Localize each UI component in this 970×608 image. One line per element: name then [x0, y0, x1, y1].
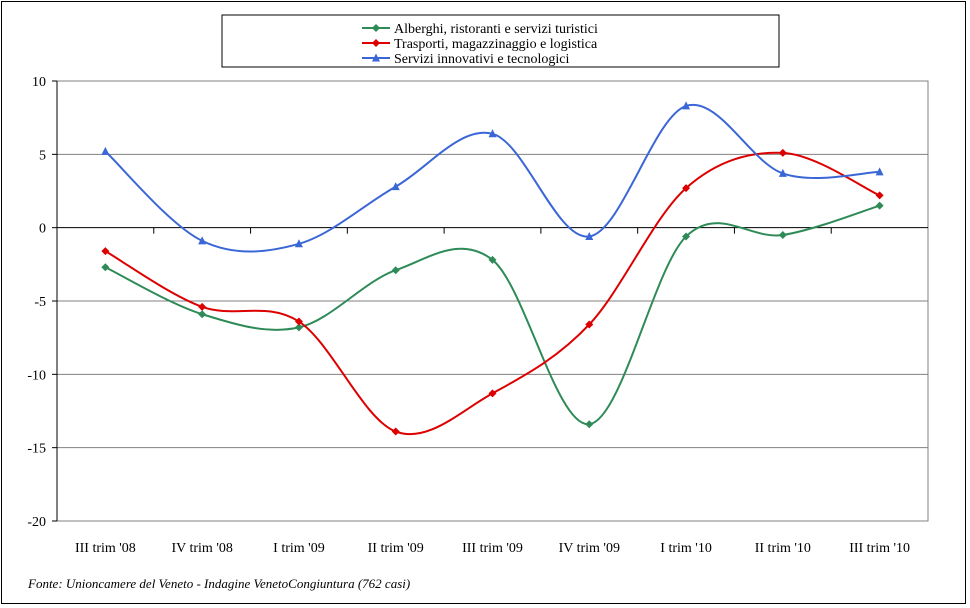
series-2 — [101, 148, 884, 436]
data-point — [101, 263, 110, 272]
data-point — [585, 320, 594, 329]
data-point — [585, 420, 594, 429]
legend-item: Trasporti, magazzinaggio e logistica — [362, 37, 598, 52]
data-point — [391, 182, 400, 191]
source-note: Fonte: Unioncamere del Veneto - Indagine… — [28, 576, 411, 591]
y-axis: 10 5 0 -5 -10 -15 -20 — [27, 75, 58, 530]
series-line — [104, 103, 880, 253]
series-3 — [101, 101, 884, 253]
legend-marker — [372, 39, 380, 47]
legend-item: Alberghi, ristoranti e servizi turistici — [362, 22, 598, 37]
x-tick-label: I trim '10 — [660, 541, 712, 556]
data-point — [294, 323, 303, 332]
x-tick-label: II trim '09 — [368, 541, 424, 556]
data-point — [101, 247, 110, 256]
data-point — [488, 389, 497, 398]
y-tick-label: -20 — [27, 515, 46, 530]
legend-label: Servizi innovativi e tecnologici — [394, 52, 569, 67]
data-point — [488, 255, 497, 264]
y-tick-label: -15 — [27, 442, 46, 457]
data-point — [391, 266, 400, 275]
y-tick-label: -5 — [34, 295, 46, 310]
data-point — [778, 148, 787, 157]
legend-box — [221, 14, 780, 68]
series-line — [104, 204, 880, 426]
series-layer — [101, 101, 884, 436]
x-tick-label: IV trim '09 — [559, 541, 620, 556]
y-tick-label: 0 — [39, 222, 46, 237]
y-tick-label: 10 — [32, 75, 46, 90]
legend-label: Trasporti, magazzinaggio e logistica — [394, 37, 598, 52]
legend-marker — [372, 24, 380, 32]
x-tick-label: II trim '10 — [755, 541, 811, 556]
y-tick-label: -10 — [27, 368, 46, 383]
x-tick-label: III trim '08 — [75, 541, 136, 556]
data-point — [198, 302, 207, 311]
data-point — [585, 231, 594, 240]
data-point — [875, 191, 884, 200]
x-tick-label: III trim '10 — [849, 541, 910, 556]
data-point — [488, 129, 497, 138]
legend-label: Alberghi, ristoranti e servizi turistici — [394, 22, 598, 37]
series-1 — [101, 201, 884, 429]
data-point — [198, 236, 207, 245]
data-point — [778, 231, 787, 239]
data-point — [198, 310, 207, 319]
x-tick-label: IV trim '08 — [171, 541, 232, 556]
x-tick-label: III trim '09 — [462, 541, 523, 556]
y-tick-label: 5 — [39, 148, 46, 163]
data-point — [875, 167, 884, 176]
data-point — [778, 168, 787, 177]
data-point — [294, 317, 303, 326]
data-point — [875, 201, 884, 210]
data-point — [391, 427, 400, 436]
legend: Alberghi, ristoranti e servizi turistici… — [221, 14, 780, 68]
x-axis — [57, 227, 928, 234]
legend-item: Servizi innovativi e tecnologici — [362, 52, 569, 67]
legend-marker — [372, 53, 380, 62]
data-point — [682, 101, 691, 110]
data-point — [294, 239, 303, 248]
data-point — [682, 184, 691, 193]
data-point — [101, 146, 110, 155]
x-tick-label: I trim '09 — [273, 541, 325, 556]
x-axis-labels: III trim '08 IV trim '08 I trim '09 II trim… — [75, 541, 910, 556]
data-point — [682, 232, 691, 241]
